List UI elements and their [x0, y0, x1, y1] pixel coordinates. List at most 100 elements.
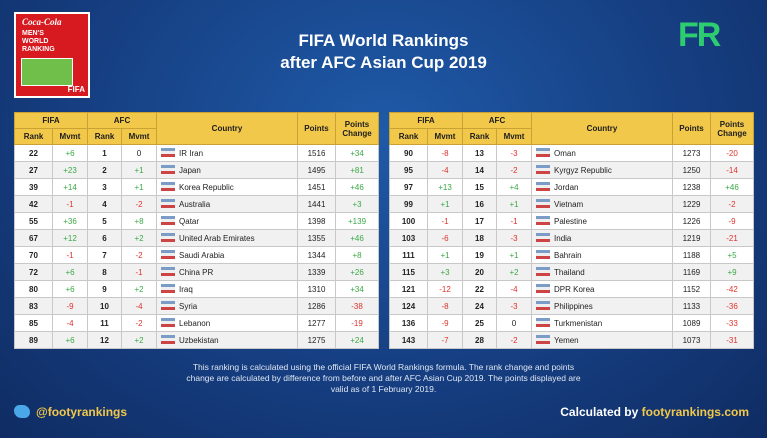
- logo-pitch: [21, 58, 73, 86]
- table-cell: 1188: [672, 246, 712, 264]
- table-cell: 89: [14, 331, 53, 349]
- country-name: India: [554, 234, 572, 243]
- table-cell: -6: [427, 229, 463, 247]
- table-cell: 1089: [672, 314, 712, 332]
- table-cell: 100: [389, 212, 428, 230]
- table-cell: +46: [335, 178, 380, 196]
- country-name: Palestine: [554, 217, 587, 226]
- table-cell: 25: [462, 314, 497, 332]
- flag: [161, 199, 176, 208]
- table-cell: 4: [87, 195, 122, 213]
- table-row: 121 -12 22 -4 DPR Korea 1152 -42: [389, 280, 755, 298]
- credit-site: footyrankings.com: [641, 405, 749, 419]
- table-cell: -36: [710, 297, 755, 315]
- table-cell: -2: [120, 195, 158, 213]
- table-cell: -1: [52, 246, 88, 264]
- logo-text: MEN'S: [22, 30, 44, 37]
- country-cell: Philippines: [531, 297, 674, 315]
- table-cell: -4: [120, 297, 158, 315]
- table-cell: -1: [427, 212, 463, 230]
- country-cell: Jordan: [531, 178, 674, 196]
- country-cell: Yemen: [531, 331, 674, 349]
- country-cell: Turkmenistan: [531, 314, 674, 332]
- logo-brand: Coca-Cola: [22, 17, 62, 27]
- table-cell: +1: [495, 246, 533, 264]
- table-cell: +6: [52, 144, 88, 162]
- table-cell: 1451: [297, 178, 337, 196]
- table-cell: 19: [462, 246, 497, 264]
- table-row: 100 -1 17 -1 Palestine 1226 -9: [389, 212, 755, 230]
- header-row: FIFA AFC Country Points Points Change: [389, 112, 755, 145]
- country-name: Saudi Arabia: [179, 251, 225, 260]
- country-name: Jordan: [554, 183, 579, 192]
- table-cell: -1: [120, 263, 158, 281]
- table-cell: 1286: [297, 297, 337, 315]
- table-cell: 13: [462, 144, 497, 162]
- table-row: 67 +12 6 +2 United Arab Emirates 1355 +46: [14, 229, 380, 247]
- table-cell: 7: [87, 246, 122, 264]
- table-cell: -42: [710, 280, 755, 298]
- flag: [161, 165, 176, 174]
- table-cell: +23: [52, 161, 88, 179]
- table-cell: 3: [87, 178, 122, 196]
- table-cell: 11: [87, 314, 122, 332]
- table-cell: 95: [389, 161, 428, 179]
- column-header: Mvmt: [427, 128, 463, 145]
- table-cell: 1495: [297, 161, 337, 179]
- table-cell: +5: [710, 246, 755, 264]
- column-header: Rank: [389, 128, 428, 145]
- table-body: 22 +6 1 0 IR Iran 1516 +34 27 +23 2 +1 Japan 1495 +81…: [14, 144, 380, 349]
- group-header: AFC: [461, 112, 533, 129]
- table-cell: 0: [495, 314, 533, 332]
- table-row: 143 -7 28 -2 Yemen 1073 -31: [389, 331, 755, 349]
- flag: [161, 318, 176, 327]
- country-cell: Oman: [531, 144, 674, 162]
- table-cell: 22: [14, 144, 53, 162]
- table-cell: -14: [710, 161, 755, 179]
- table-cell: 18: [462, 229, 497, 247]
- country-name: Australia: [179, 200, 211, 209]
- table-cell: 1310: [297, 280, 337, 298]
- table-cell: -2: [495, 161, 533, 179]
- column-header: Rank: [462, 128, 497, 145]
- table-cell: -33: [710, 314, 755, 332]
- footnote: This ranking is calculated using the off…: [186, 362, 581, 394]
- flag: [536, 148, 551, 157]
- group-header: AFC: [86, 112, 158, 129]
- table-cell: -19: [335, 314, 380, 332]
- table-cell: -9: [427, 314, 463, 332]
- table-cell: 1339: [297, 263, 337, 281]
- table-cell: 1398: [297, 212, 337, 230]
- flag: [161, 182, 176, 191]
- flag: [536, 216, 551, 225]
- table-cell: 22: [462, 280, 497, 298]
- country-cell: Korea Republic: [156, 178, 299, 196]
- table-row: 136 -9 25 0 Turkmenistan 1089 -33: [389, 314, 755, 332]
- table-cell: 1275: [297, 331, 337, 349]
- table-cell: +139: [335, 212, 380, 230]
- twitter-handle: @footyrankings: [14, 405, 127, 419]
- country-cell: Qatar: [156, 212, 299, 230]
- country-name: DPR Korea: [554, 285, 595, 294]
- table-cell: +46: [335, 229, 380, 247]
- country-name: Yemen: [554, 336, 579, 345]
- flag: [161, 250, 176, 259]
- table-row: 85 -4 11 -2 Lebanon 1277 -19: [14, 314, 380, 332]
- table-row: 124 -8 24 -3 Philippines 1133 -36: [389, 297, 755, 315]
- table-cell: 6: [87, 229, 122, 247]
- header-row: Rank Mvmt Rank Mvmt: [389, 128, 754, 145]
- table-cell: 14: [462, 161, 497, 179]
- table-row: 83 -9 10 -4 Syria 1286 -38: [14, 297, 380, 315]
- column-header: Country: [531, 112, 674, 145]
- handle-text: @footyrankings: [36, 405, 128, 419]
- flag: [536, 335, 551, 344]
- table-row: 95 -4 14 -2 Kyrgyz Republic 1250 -14: [389, 161, 755, 179]
- credit: Calculated by footyrankings.com: [560, 405, 749, 419]
- table-cell: 0: [120, 144, 158, 162]
- table-cell: 9: [87, 280, 122, 298]
- table-cell: -4: [427, 161, 463, 179]
- table-cell: -31: [710, 331, 755, 349]
- country-cell: Kyrgyz Republic: [531, 161, 674, 179]
- table-cell: 1152: [672, 280, 712, 298]
- table-cell: 111: [389, 246, 428, 264]
